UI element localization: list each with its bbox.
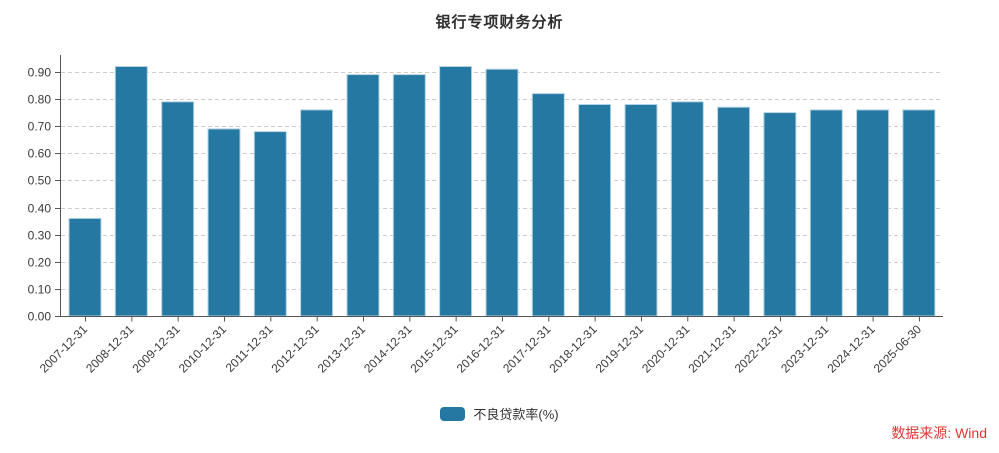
bar-2020-12-31[interactable] [670,101,704,317]
bar-2013-12-31[interactable] [346,74,380,317]
y-axis-label: 0.10 [28,283,52,297]
bar-2018-12-31[interactable] [578,104,612,317]
x-axis-label: 2019-12-31 [593,322,647,376]
x-axis-label: 2008-12-31 [83,322,137,376]
x-axis-label: 2013-12-31 [315,322,369,376]
chart-title: 银行专项财务分析 [435,14,564,31]
legend-label: 不良贷款率(%) [473,407,559,422]
x-axis-label: 2014-12-31 [361,322,415,376]
x-axis-label: 2020-12-31 [639,322,693,376]
x-axis-label: 2016-12-31 [454,322,508,376]
y-axis-label: 0.50 [28,174,52,188]
bar-2016-12-31[interactable] [485,68,519,317]
bar-2024-12-31[interactable] [856,109,890,317]
x-axis-label: 2025-06-30 [871,322,925,376]
bar-2007-12-31[interactable] [68,217,102,317]
x-axis-label: 2010-12-31 [176,322,230,376]
y-axis-label: 0.40 [28,202,52,216]
x-axis-label: 2021-12-31 [685,322,739,376]
bar-2022-12-31[interactable] [763,112,797,317]
x-axis-label: 2012-12-31 [268,322,322,376]
legend-swatch-icon [440,406,466,421]
x-axis-label: 2015-12-31 [407,322,461,376]
x-axis-label: 2022-12-31 [732,322,786,376]
y-axis-label: 0.60 [28,147,52,161]
bar-2017-12-31[interactable] [531,93,565,317]
x-axis-label: 2023-12-31 [778,322,832,376]
x-axis-label: 2017-12-31 [500,322,554,376]
bar-2023-12-31[interactable] [809,109,843,317]
x-axis-label: 2024-12-31 [824,322,878,376]
x-axis-label: 2018-12-31 [546,322,600,376]
bar-2010-12-31[interactable] [207,128,241,317]
x-axis-label: 2007-12-31 [37,322,91,376]
legend-item-npl-ratio[interactable]: 不良贷款率(%) [0,404,999,423]
x-axis-label: 2009-12-31 [129,322,183,376]
bar-2012-12-31[interactable] [300,109,334,317]
bar-2011-12-31[interactable] [253,131,287,317]
bar-2009-12-31[interactable] [161,101,195,317]
y-axis-label: 0.90 [28,66,52,80]
bar-2025-06-30[interactable] [902,109,936,317]
bar-2008-12-31[interactable] [114,66,148,317]
bar-2021-12-31[interactable] [717,106,751,317]
bar-chart-plot-area[interactable]: 0.00 0.10 0.20 0.30 0.40 0.50 0.60 0.70 0.80 0.90… [0,0,999,400]
bar-2015-12-31[interactable] [439,66,473,317]
y-axis-label: 0.00 [28,310,52,324]
y-axis-label: 0.30 [28,229,52,243]
data-source-note: 数据来源: Wind [891,425,987,441]
bar-2019-12-31[interactable] [624,104,658,317]
y-axis-label: 0.70 [28,120,52,134]
bar-2014-12-31[interactable] [392,74,426,317]
y-axis-label: 0.80 [28,93,52,107]
x-axis-label: 2011-12-31 [223,322,276,375]
y-axis-label: 0.20 [28,256,52,270]
